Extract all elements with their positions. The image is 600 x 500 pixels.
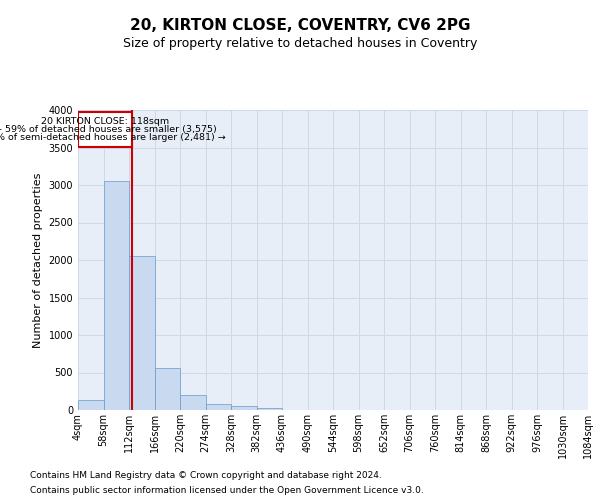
Text: Size of property relative to detached houses in Coventry: Size of property relative to detached ho… bbox=[123, 38, 477, 51]
Bar bbox=[205, 404, 231, 410]
Text: Contains HM Land Registry data © Crown copyright and database right 2024.: Contains HM Land Registry data © Crown c… bbox=[30, 471, 382, 480]
Bar bbox=[104, 180, 129, 410]
Text: 20 KIRTON CLOSE: 118sqm: 20 KIRTON CLOSE: 118sqm bbox=[41, 117, 169, 126]
Text: 41% of semi-detached houses are larger (2,481) →: 41% of semi-detached houses are larger (… bbox=[0, 133, 226, 142]
Text: Contains public sector information licensed under the Open Government Licence v3: Contains public sector information licen… bbox=[30, 486, 424, 495]
Text: 20, KIRTON CLOSE, COVENTRY, CV6 2PG: 20, KIRTON CLOSE, COVENTRY, CV6 2PG bbox=[130, 18, 470, 32]
Bar bbox=[155, 368, 180, 410]
Bar bbox=[231, 406, 257, 410]
Bar bbox=[129, 256, 155, 410]
Bar bbox=[180, 395, 205, 410]
Bar bbox=[78, 112, 132, 147]
Bar bbox=[78, 400, 104, 410]
Y-axis label: Number of detached properties: Number of detached properties bbox=[33, 172, 43, 348]
Text: ← 59% of detached houses are smaller (3,575): ← 59% of detached houses are smaller (3,… bbox=[0, 124, 216, 134]
Bar bbox=[257, 408, 282, 410]
